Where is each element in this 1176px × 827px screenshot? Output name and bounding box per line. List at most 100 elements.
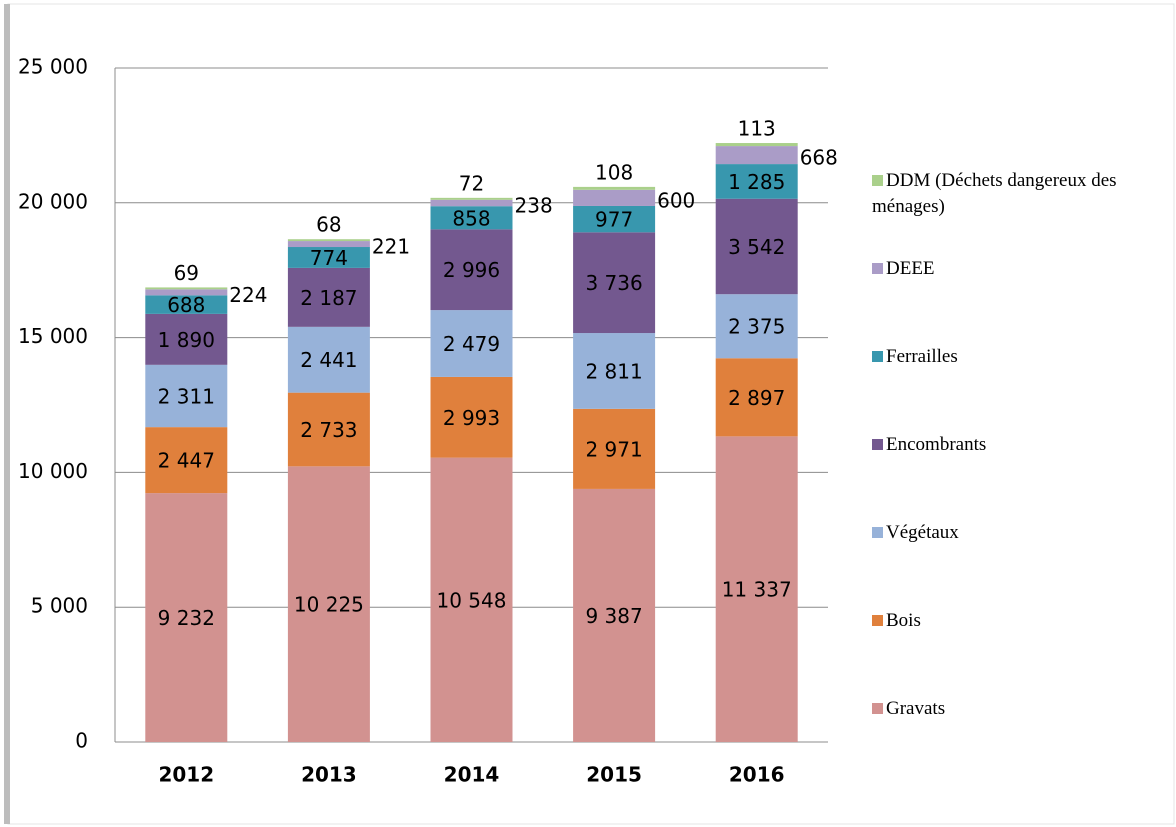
bar-segment <box>287 239 370 242</box>
legend-item: Végétaux <box>872 520 1162 546</box>
legend-item: Gravats <box>872 696 1162 722</box>
data-label: 238 <box>515 193 553 217</box>
x-tick-label: 2012 <box>158 763 214 787</box>
bar-segment <box>715 143 798 147</box>
bar-segment <box>145 364 228 428</box>
legend-swatch <box>872 527 883 538</box>
bar-segment <box>145 313 228 365</box>
bar-segment <box>287 241 370 248</box>
bar-segment <box>145 289 228 296</box>
bar-segment <box>287 267 370 327</box>
bar-segment <box>573 488 656 742</box>
legend-item: Encombrants <box>872 432 1162 458</box>
legend-label: Encombrants <box>886 434 987 455</box>
bar-segment <box>430 229 513 311</box>
bar-segment <box>573 186 656 190</box>
legend-swatch <box>872 351 883 362</box>
bar-segment <box>287 247 370 268</box>
data-label: 221 <box>372 235 410 259</box>
bar-segment <box>430 199 513 207</box>
legend-item: DDM (Déchets dangereux des ménages) <box>872 168 1162 220</box>
bar-segment <box>715 436 798 742</box>
data-label: 224 <box>229 283 267 307</box>
data-label: 2 187 <box>300 286 357 310</box>
bar-segment <box>430 197 513 200</box>
y-tick-label: 10 000 <box>18 459 88 483</box>
data-label: 11 337 <box>722 578 792 602</box>
data-label: 688 <box>167 293 205 317</box>
data-label: 2 897 <box>728 386 785 410</box>
frame-shadow <box>4 4 10 824</box>
y-tick-label: 0 <box>75 729 88 753</box>
x-tick-label: 2015 <box>586 763 642 787</box>
bar-segment <box>430 376 513 458</box>
data-label: 2 996 <box>443 258 500 282</box>
bar-segment <box>430 457 513 742</box>
data-label: 774 <box>310 246 348 270</box>
data-label: 113 <box>738 117 776 141</box>
data-label: 3 542 <box>728 235 785 259</box>
y-tick-label: 20 000 <box>18 189 88 213</box>
bar-segment <box>573 205 656 233</box>
bar-segment <box>573 189 656 206</box>
data-label: 2 971 <box>585 437 642 461</box>
bar-segment <box>145 287 228 290</box>
legend-swatch <box>872 615 883 626</box>
bar-segment <box>145 427 228 494</box>
data-label: 1 890 <box>158 328 215 352</box>
bar-segment <box>715 164 798 199</box>
data-label: 2 733 <box>300 418 357 442</box>
data-label: 2 441 <box>300 348 357 372</box>
data-label: 9 232 <box>158 606 215 630</box>
bar-segment <box>715 146 798 165</box>
x-tick-label: 2016 <box>729 763 785 787</box>
y-tick-label: 15 000 <box>18 324 88 348</box>
data-label: 68 <box>316 213 341 237</box>
data-label: 600 <box>657 188 695 212</box>
legend-label: Bois <box>886 610 921 631</box>
legend-label: DDM (Déchets dangereux des ménages) <box>872 170 1117 217</box>
data-label: 10 225 <box>294 593 364 617</box>
data-label: 72 <box>459 171 484 195</box>
legend-swatch <box>872 703 883 714</box>
bar-segment <box>430 206 513 230</box>
bar-segment <box>287 466 370 742</box>
data-label: 858 <box>452 206 490 230</box>
bar-segment <box>573 232 656 334</box>
bar-segment <box>145 295 228 314</box>
data-label: 3 736 <box>585 271 642 295</box>
bar-segment <box>430 310 513 377</box>
legend-label: Végétaux <box>886 522 959 543</box>
bar-segment <box>145 493 228 742</box>
data-label: 2 811 <box>585 359 642 383</box>
data-label: 2 993 <box>443 406 500 430</box>
bar-segment <box>287 392 370 467</box>
bar-segment <box>573 408 656 489</box>
legend-item: Bois <box>872 608 1162 634</box>
legend-label: Gravats <box>886 698 946 719</box>
data-label: 2 447 <box>158 449 215 473</box>
bar-segment <box>715 198 798 295</box>
data-label: 10 548 <box>437 588 507 612</box>
bar-segment <box>715 294 798 359</box>
y-tick-label: 5 000 <box>31 594 88 618</box>
bar-segment <box>715 358 798 437</box>
legend-swatch <box>872 263 883 274</box>
data-label: 108 <box>595 160 633 184</box>
data-label: 2 479 <box>443 332 500 356</box>
legend-item: Ferrailles <box>872 344 1162 370</box>
bar-segment <box>573 333 656 409</box>
data-label: 2 375 <box>728 315 785 339</box>
x-tick-label: 2014 <box>444 763 500 787</box>
legend-swatch <box>872 439 883 450</box>
data-label: 2 311 <box>158 384 215 408</box>
data-label: 1 285 <box>728 170 785 194</box>
bar-segment <box>287 326 370 393</box>
legend-label: Ferrailles <box>886 346 958 367</box>
data-label: 9 387 <box>585 604 642 628</box>
legend-label: DEEE <box>886 258 935 279</box>
data-label: 668 <box>800 146 838 170</box>
data-label: 977 <box>595 208 633 232</box>
